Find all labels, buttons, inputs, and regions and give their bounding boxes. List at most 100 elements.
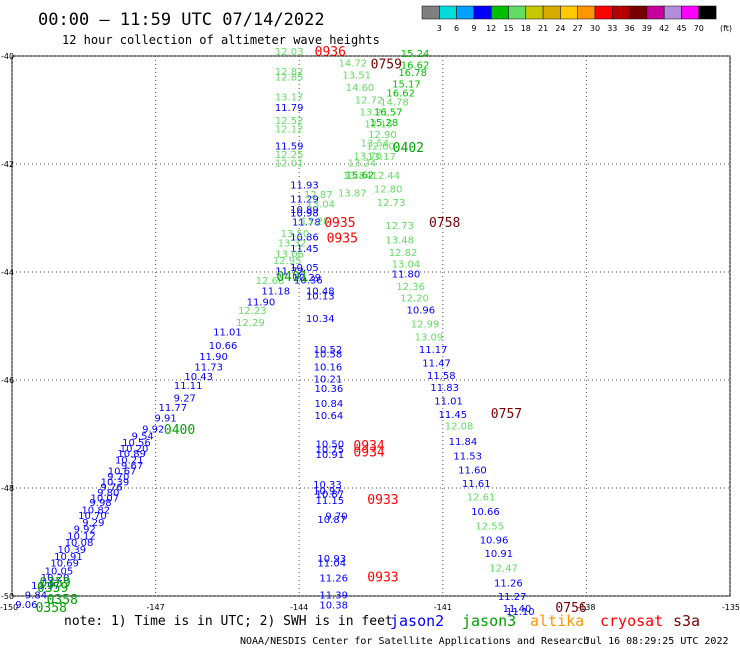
wave-height-value: 11.04 [317, 558, 346, 569]
wave-height-value: 10.33 [313, 480, 342, 491]
wave-height-value: 13.48 [385, 235, 414, 246]
wave-height-value: 10.66 [471, 507, 500, 518]
colorbar-swatch [525, 5, 544, 20]
wave-height-value: 10.39 [101, 477, 130, 488]
wave-height-value: 12.73 [385, 221, 414, 232]
colorbar-swatch [646, 5, 665, 20]
wave-height-value: 12.82 [275, 67, 304, 78]
pass-time-label: 0359 [37, 581, 68, 596]
wave-height-value: 9.70 [107, 472, 129, 483]
pass-time-label: 0758 [429, 216, 460, 231]
colorbar-swatch [508, 5, 527, 20]
x-tick-label: -147 [147, 603, 165, 612]
wave-height-value: 12.68 [256, 276, 285, 287]
legend-jason3: jason3 [462, 612, 516, 630]
colorbar-label: 21 [538, 24, 548, 33]
wave-height-value: 15.62 [346, 171, 375, 182]
pass-time-label: 0934 [353, 446, 384, 461]
wave-height-value: 12.12 [275, 125, 304, 136]
colorbar-label: 18 [521, 24, 531, 33]
wave-height-value: 11.10 [506, 607, 535, 618]
wave-height-value: 13.54 [361, 139, 390, 150]
colorbar-label: 9 [471, 24, 476, 33]
wave-height-value: 13.09 [415, 333, 444, 344]
pass-time-label: 0401 [276, 270, 307, 285]
y-tick-label: -46 [1, 376, 14, 385]
wave-height-value: 10.52 [314, 345, 343, 356]
wave-height-value: 10.50 [316, 440, 345, 451]
wave-height-value: 10.07 [91, 494, 120, 505]
wave-height-value: 10.89 [290, 205, 319, 216]
x-tick-label: -138 [577, 603, 595, 612]
wave-height-value: 10.93 [317, 554, 346, 565]
axis-ticks: -150 -147 -144 -141 -138 -135 -40 -42 -44 -46 -48 -… [0, 52, 740, 612]
wave-height-value: 11.45 [439, 410, 468, 421]
wave-height-value: 11.73 [194, 362, 223, 373]
wave-height-value: 13.06 [275, 249, 304, 260]
colorbar: 3 6 9 12 15 18 21 24 27 30 33 36 39 42 45 70 [421, 5, 717, 33]
wave-height-value: 11.11 [174, 381, 203, 392]
legend-altika: altika [530, 612, 584, 630]
wave-height-value: 12.82 [389, 248, 418, 259]
wave-height-value: 9.70 [325, 511, 347, 522]
wave-height-value: 10.05 [290, 263, 319, 274]
wave-height-value: 11.47 [422, 359, 451, 370]
wave-height-value: 12.03 [275, 47, 304, 58]
y-tick-label: -44 [1, 268, 14, 277]
wave-height-value: 12.60 [366, 141, 395, 152]
wave-height-value: 12.73 [377, 198, 406, 209]
wave-height-value: 12.80 [374, 185, 403, 196]
wave-height-value: 9.67 [121, 461, 143, 472]
wave-height-value: 10.43 [184, 372, 213, 383]
colorbar-swatch [594, 5, 613, 20]
wave-height-value: 12.85 [275, 72, 304, 83]
pass-time-label: 0400 [164, 423, 195, 438]
wave-height-value: 13.51 [342, 71, 371, 82]
wave-height-value: 11.45 [290, 244, 319, 255]
wave-height-value: 10.97 [313, 486, 342, 497]
colorbar-label: 27 [573, 24, 583, 33]
wave-height-value: 12.87 [304, 190, 333, 201]
wave-height-value: 12.29 [236, 318, 265, 329]
colorbar-label: 70 [694, 24, 704, 33]
wave-height-value: 10.21 [115, 456, 144, 467]
wave-height-value: 11.39 [319, 591, 348, 602]
wave-height-value: 10.97 [31, 581, 60, 592]
pass-time-label: 0358 [36, 601, 67, 616]
wave-height-value: 13.04 [392, 260, 421, 271]
wave-height-value: 10.56 [122, 438, 151, 449]
colorbar-swatch [473, 5, 492, 20]
wave-height-value: 11.15 [316, 496, 345, 507]
colorbar-label: 33 [607, 24, 617, 33]
colorbar-swatch [542, 5, 561, 20]
y-tick-label: -40 [1, 52, 14, 61]
wave-height-value: 15.24 [401, 49, 430, 60]
wave-height-value: 10.38 [319, 600, 348, 611]
wave-height-value: 13.50 [281, 229, 310, 240]
wave-height-value: 10.36 [315, 384, 344, 395]
colorbar-label: 39 [642, 24, 652, 33]
y-tick-label: -48 [1, 484, 14, 493]
wave-height-value: 10.84 [315, 399, 344, 410]
colorbar-swatch [490, 5, 509, 20]
wave-height-value: 10.87 [317, 515, 346, 526]
wave-height-value: 9.92 [142, 424, 164, 435]
pass-time-label: 0757 [491, 407, 522, 422]
colorbar-label: 45 [676, 24, 686, 33]
colorbar-swatch [629, 5, 648, 20]
wave-height-value: 12.25 [275, 150, 304, 161]
wave-height-value: 11.29 [290, 194, 319, 205]
wave-height-value: 9.84 [25, 591, 47, 602]
wave-height-value: 9.76 [100, 483, 122, 494]
wave-height-value: 12.99 [411, 320, 440, 331]
wave-height-value: 11.77 [159, 403, 188, 414]
wave-height-value: 12.90 [368, 130, 397, 141]
pass-time-label: 0935 [327, 231, 358, 246]
pass-time-label: 0936 [315, 45, 346, 60]
wave-height-value: 11.58 [427, 371, 456, 382]
wave-height-value: 10.91 [54, 552, 83, 563]
wave-height-value: 10.34 [306, 314, 335, 325]
